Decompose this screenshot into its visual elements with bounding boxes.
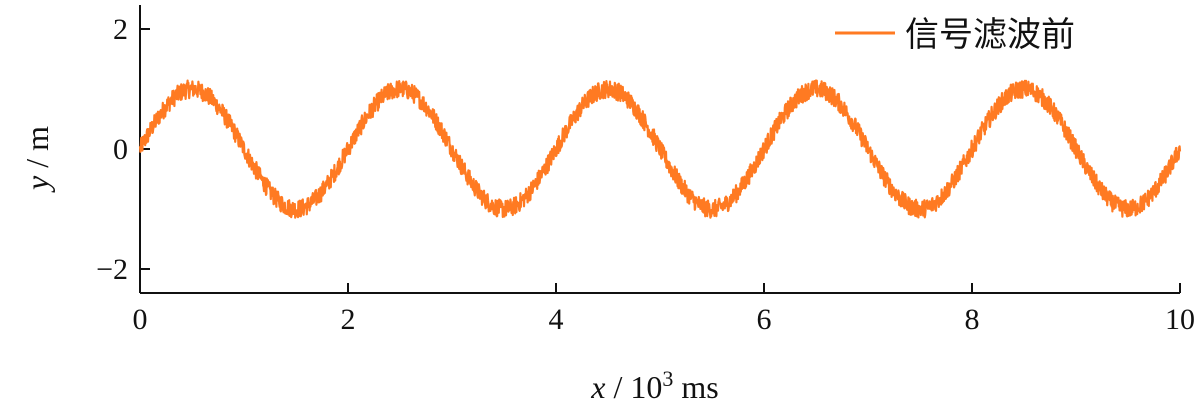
x-tick-label: 10 (1165, 303, 1195, 336)
legend-label: 信号滤波前 (905, 15, 1075, 55)
series-line (138, 79, 1182, 219)
x-tick-label: 8 (965, 303, 980, 336)
x-axis-label: x / 103 ms (590, 366, 718, 405)
x-tick-label: 2 (341, 303, 356, 336)
x-tick-label: 0 (133, 303, 148, 336)
series-layer (138, 79, 1182, 219)
x-tick-label: 6 (757, 303, 772, 336)
y-axis-label: y / m (19, 126, 55, 193)
y-tick-label: 0 (113, 133, 128, 166)
y-tick-label: −2 (96, 253, 128, 286)
x-tick-label: 4 (549, 303, 564, 336)
legend: 信号滤波前 (835, 15, 1075, 55)
y-tick-label: 2 (113, 13, 128, 46)
